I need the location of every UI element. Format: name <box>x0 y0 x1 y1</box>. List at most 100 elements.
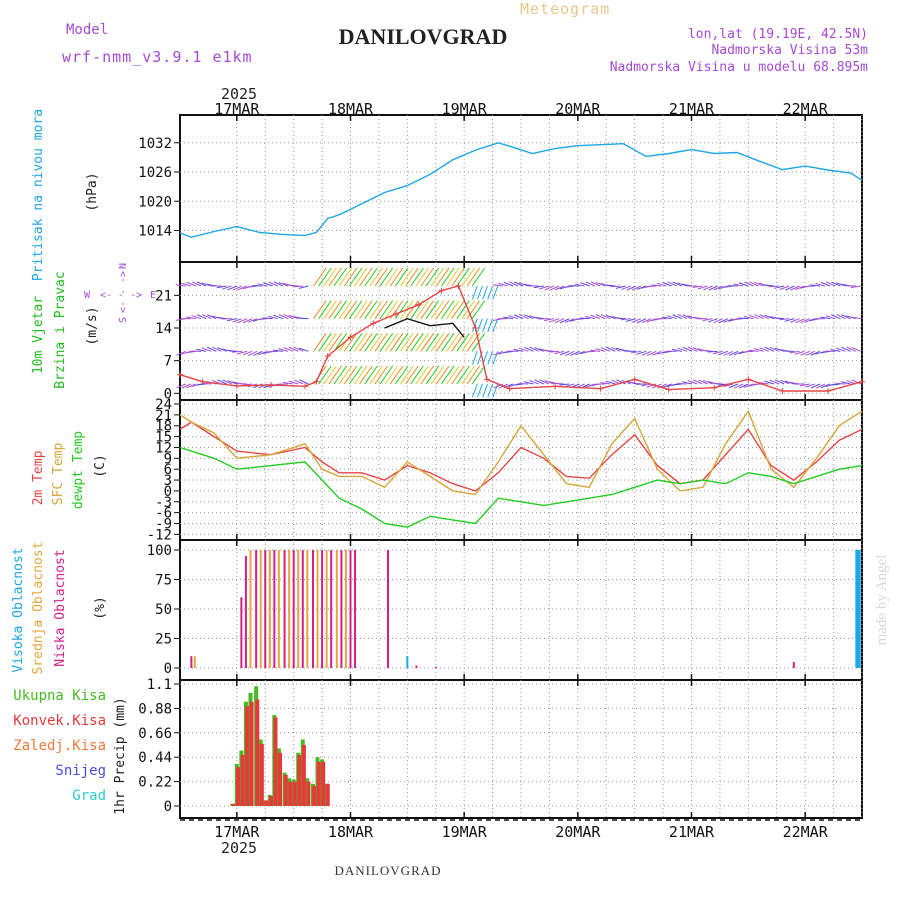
wind-arrow <box>830 314 841 320</box>
footer-station: DANILOVGRAD <box>334 863 441 878</box>
wind-arrow <box>554 318 565 324</box>
wind-arrow <box>389 267 404 287</box>
wind-arrow <box>405 300 419 319</box>
wind-arrow <box>565 350 575 356</box>
wind-arrow <box>451 267 465 287</box>
wind-arrow <box>313 333 327 352</box>
wind-arrow <box>851 347 862 352</box>
wind-arrow <box>430 333 445 352</box>
wind-arrow <box>605 314 616 320</box>
bar-precip_conv <box>316 761 321 806</box>
wind-arrow <box>784 318 795 322</box>
wind-arrow <box>482 285 488 300</box>
wind-arrow <box>646 285 657 288</box>
wind-arrow <box>313 267 327 287</box>
wind-arrow <box>482 383 488 398</box>
bar-cloud_high <box>856 550 859 668</box>
wind-arrow <box>298 347 309 352</box>
compass-e: E <box>150 290 156 301</box>
wind-arrow <box>405 333 419 352</box>
wind-arrow <box>518 347 529 352</box>
bar-cloud_low <box>340 550 343 668</box>
bar-cloud_mid <box>325 550 328 668</box>
bar-cloud_low <box>292 550 295 668</box>
compass-w: W <box>84 290 91 301</box>
wind-arrow <box>456 333 470 352</box>
wind-arrow <box>263 282 273 287</box>
wind-arrow <box>226 318 237 322</box>
wind-arrow <box>529 346 539 352</box>
wind-arrow <box>790 285 800 291</box>
wind-arrow <box>743 350 754 353</box>
wind-arrow <box>707 350 718 353</box>
wind-arrow <box>323 267 337 287</box>
wind-arrow <box>702 349 713 352</box>
wind-arrow <box>779 318 790 321</box>
wind-arrow <box>487 285 494 300</box>
wind-arrow <box>850 285 861 289</box>
wind-arrow <box>217 347 227 352</box>
wind-arrow <box>222 379 232 385</box>
wind-arrow <box>283 314 294 320</box>
top-day-labels: 17MAR 18MAR 19MAR 20MAR 21MAR 22MAR <box>214 100 828 118</box>
bar-precip_conv <box>264 800 269 806</box>
model-label: Model <box>66 22 108 38</box>
bar-precip_conv <box>273 717 278 806</box>
wind-arrow <box>262 317 273 320</box>
wind-arrow <box>451 333 465 352</box>
ytick-label: 0 <box>164 661 172 677</box>
precip-panel: 0 0.22 0.44 0.66 0.88 1.1 <box>138 677 863 819</box>
ytick-label: 24 <box>155 397 172 413</box>
wind-arrow <box>800 318 810 324</box>
wind-arrow <box>769 346 780 352</box>
ytick-label: -12 <box>147 527 172 543</box>
wind-arrow <box>313 300 327 319</box>
wind-arrow <box>580 282 590 287</box>
wind-arrow <box>851 379 862 385</box>
wind-arrow <box>544 318 555 322</box>
bar-precip_conv <box>283 774 288 806</box>
wind-arrow <box>369 333 383 352</box>
wind-arrow <box>754 314 764 320</box>
wind-arrow <box>374 333 388 352</box>
ytick-label: 12 <box>155 440 172 456</box>
bottom-day-label: 19MAR <box>442 823 488 841</box>
wind-arrow <box>702 380 713 385</box>
wind-arrow <box>804 285 815 288</box>
wind-arrow <box>544 380 555 385</box>
wind-arrow <box>712 350 723 355</box>
temp-ylabel-2m: 2m Temp <box>31 450 46 505</box>
wind-arrow <box>435 300 450 319</box>
wind-arrow <box>237 382 248 385</box>
bar-cloud_low <box>190 656 193 668</box>
wind-arrow <box>247 285 258 288</box>
wind-arrow <box>600 347 611 352</box>
bar-precip_conv <box>312 786 317 806</box>
wind-arrow <box>667 281 677 287</box>
wind-arrow <box>662 281 672 287</box>
wind-arrow <box>212 346 222 352</box>
compass-s: S <box>118 317 129 323</box>
wind-arrow <box>610 285 621 288</box>
wind-arrow <box>415 365 429 385</box>
wind-arrow <box>247 350 258 356</box>
wind-arrow <box>677 313 688 320</box>
year-label-bottom: 2025 <box>221 839 257 857</box>
bar-cloud_mid <box>193 656 196 668</box>
wind-arrow <box>348 267 363 287</box>
wind-arrow <box>606 346 616 352</box>
wind-arrow <box>273 281 284 287</box>
wind-arrow <box>657 383 667 389</box>
wind-arrow <box>394 365 409 385</box>
wind-arrow <box>503 316 514 320</box>
ytick-label: -6 <box>155 506 172 522</box>
wind-arrow <box>708 318 718 323</box>
wind-arrow <box>595 348 606 352</box>
wind-arrow <box>201 313 212 320</box>
wind-arrow <box>794 350 805 355</box>
wind-arrow <box>733 383 744 389</box>
wind-arrow <box>333 365 348 385</box>
cloud-ylabel: Visoka Oblacnost Srednja Oblacnost Niska… <box>11 541 108 674</box>
wind-arrow <box>487 318 494 332</box>
